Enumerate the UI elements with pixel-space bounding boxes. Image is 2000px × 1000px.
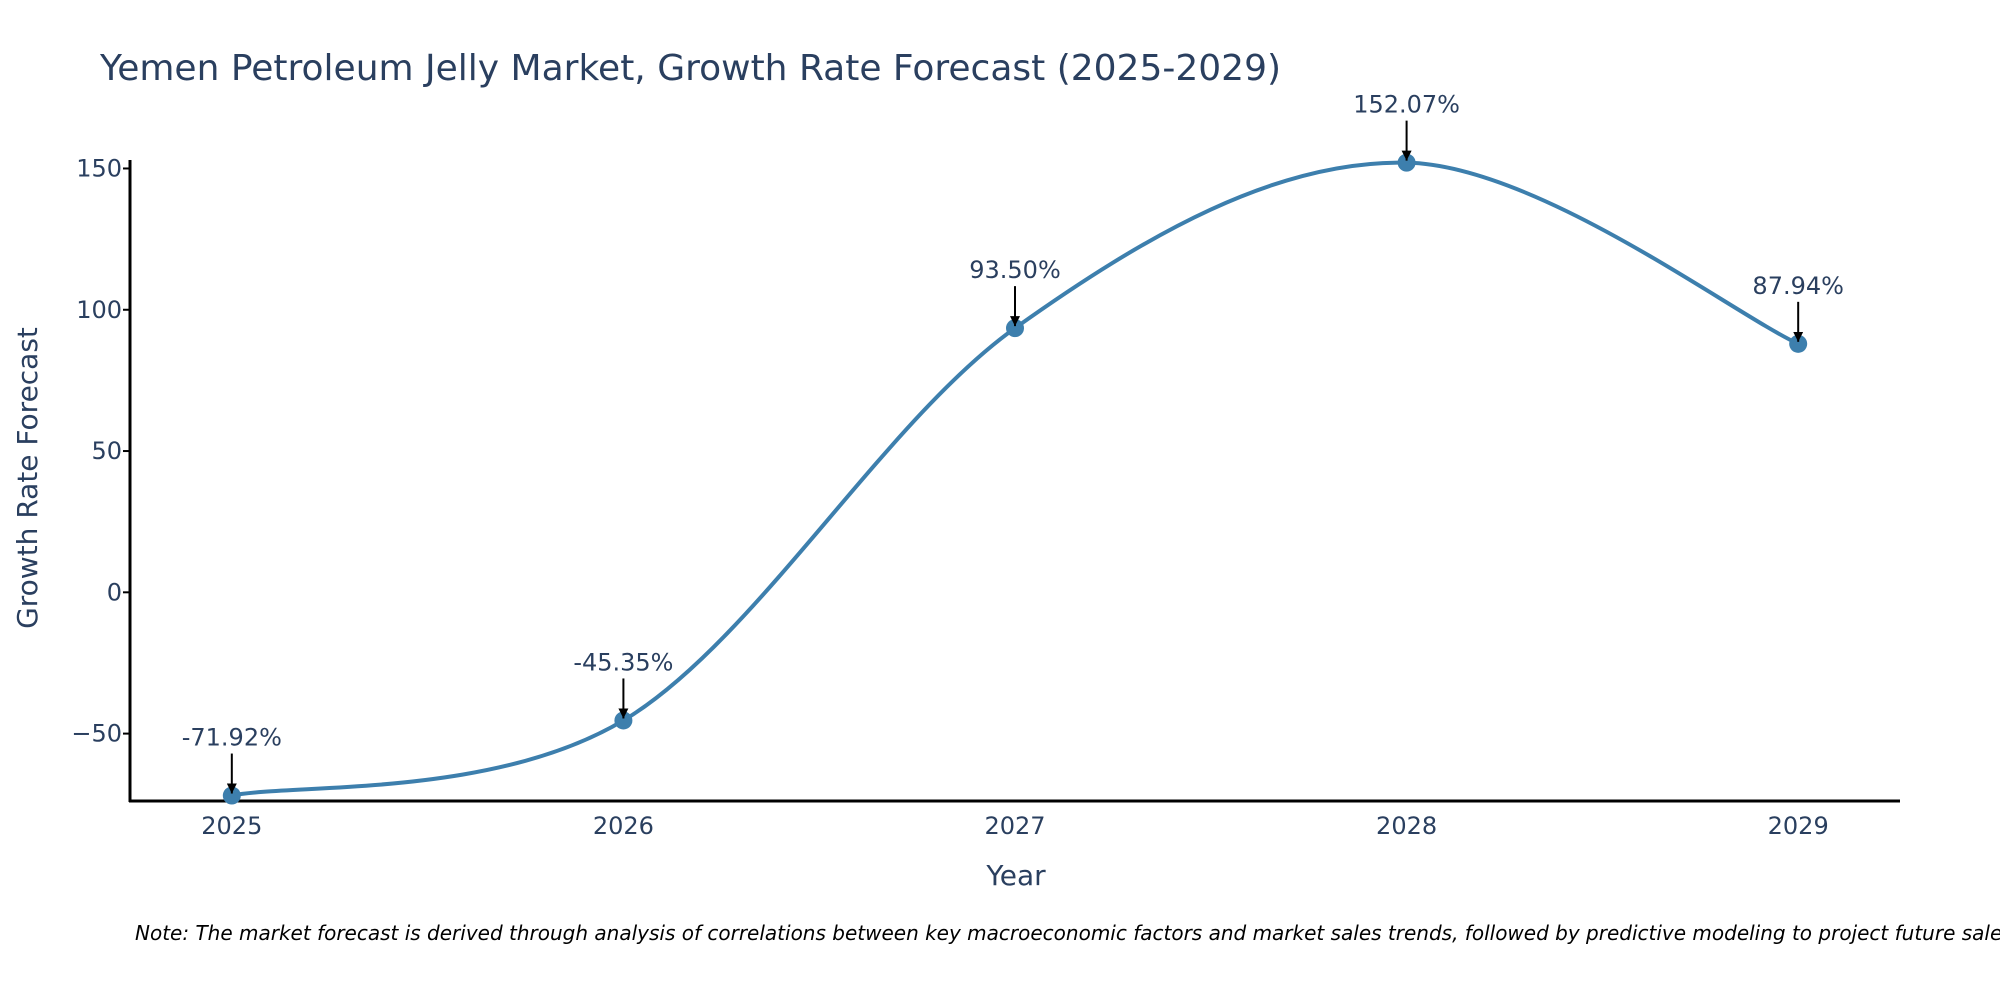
- y-axis-title: Growth Rate Forecast: [11, 327, 44, 629]
- data-annotations: -71.92% -45.35% 93.50% 152.07% 87.94%: [182, 91, 1844, 794]
- y-tick-label: 100: [76, 296, 122, 324]
- y-tick-label: 50: [91, 437, 122, 465]
- x-tick-label: 2025: [201, 812, 262, 840]
- x-tick-label: 2028: [1376, 812, 1437, 840]
- y-tick-label: 0: [107, 578, 122, 606]
- data-label: 152.07%: [1353, 91, 1460, 119]
- x-ticks: 2025 2026 2027 2028 2029: [201, 812, 1828, 840]
- y-tick-label: 150: [76, 154, 122, 182]
- axes: [128, 160, 1900, 803]
- data-label: 93.50%: [969, 256, 1061, 284]
- x-tick-label: 2027: [984, 812, 1045, 840]
- x-tick-label: 2029: [1768, 812, 1829, 840]
- data-label: -45.35%: [573, 648, 673, 676]
- x-tick-label: 2026: [593, 812, 654, 840]
- forecast-note: Note: The market forecast is derived thr…: [135, 921, 2000, 945]
- y-tick-label: −50: [71, 720, 122, 748]
- chart-title: Yemen Petroleum Jelly Market, Growth Rat…: [99, 48, 1281, 89]
- y-ticks: −50 0 50 100 150: [71, 154, 130, 748]
- x-axis-title: Year: [985, 859, 1046, 892]
- data-markers: [222, 153, 1808, 805]
- data-label: -71.92%: [182, 724, 282, 752]
- data-label: 87.94%: [1752, 272, 1844, 300]
